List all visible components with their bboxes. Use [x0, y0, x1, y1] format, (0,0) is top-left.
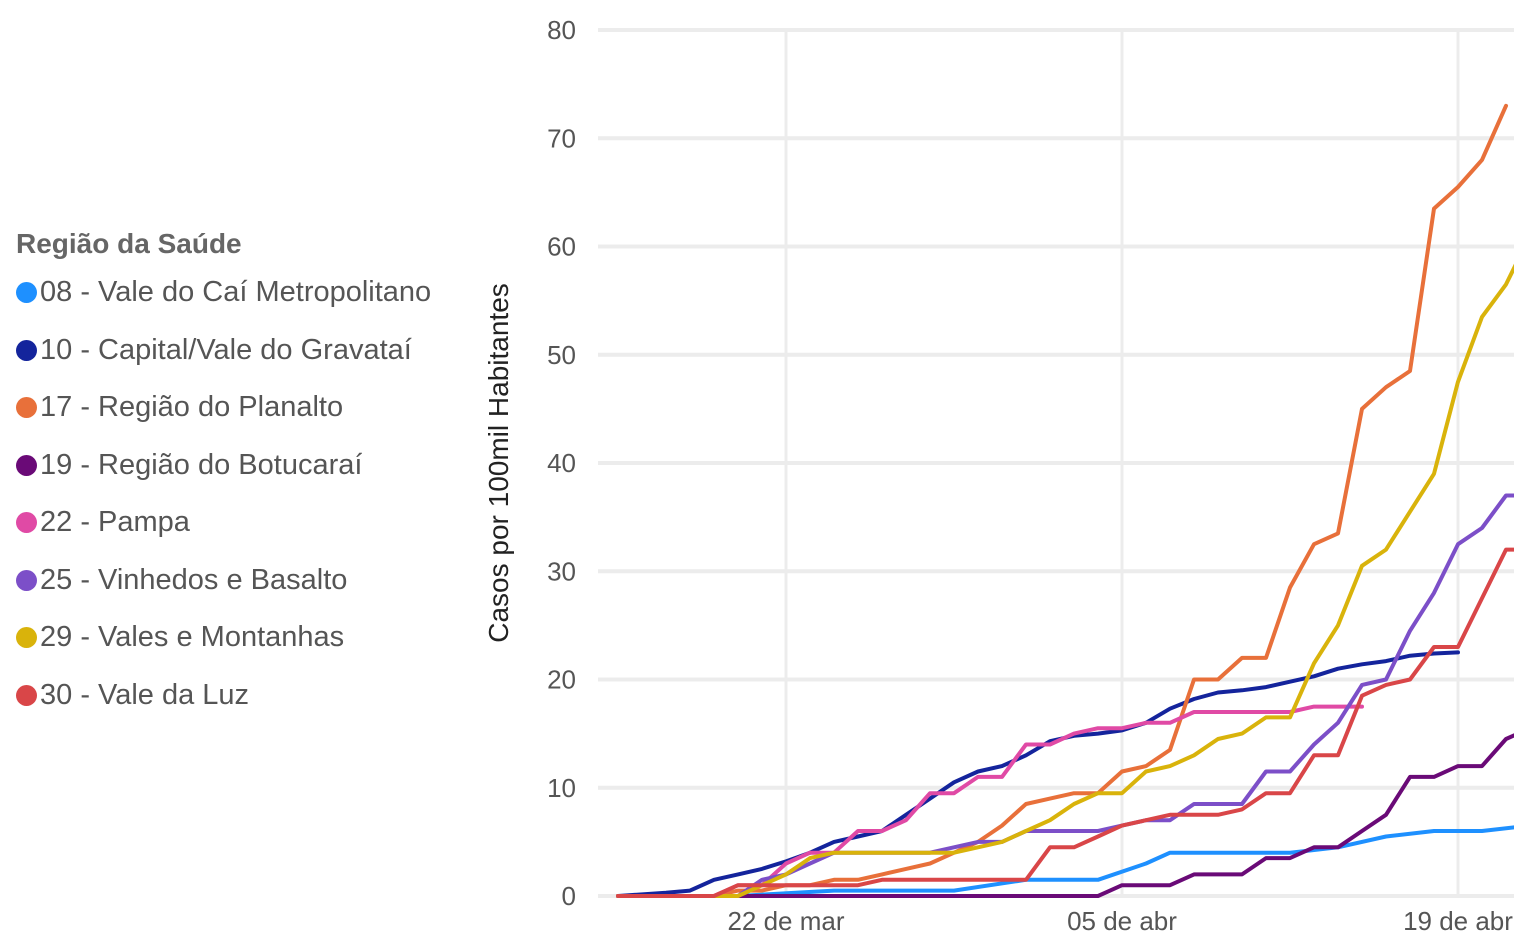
legend-marker [16, 339, 37, 361]
legend-item[interactable]: 17 - Região do Planalto [16, 379, 456, 437]
y-tick-label: 30 [547, 556, 576, 586]
series-line-5[interactable] [616, 704, 1364, 898]
legend-items: 08 - Vale do Caí Metropolitano 10 - Capit… [16, 264, 456, 724]
legend-marker [16, 512, 37, 534]
y-tick-label: 80 [547, 15, 576, 45]
y-tick-label: 70 [547, 123, 576, 153]
legend-marker [16, 454, 37, 476]
legend-item[interactable]: 30 - Vale da Luz [16, 667, 456, 725]
legend-item[interactable]: 10 - Capital/Vale do Gravataí [16, 322, 456, 380]
series-line-2[interactable] [616, 650, 1460, 898]
legend-title: Região da Saúde [16, 228, 242, 259]
series-line-1[interactable] [616, 782, 1514, 898]
y-tick-label: 20 [547, 665, 576, 695]
legend-item[interactable]: 29 - Vales e Montanhas [16, 609, 456, 667]
y-tick-label: 50 [547, 340, 576, 370]
legend-marker [16, 397, 37, 419]
legend-item[interactable]: 25 - Vinhedos e Basalto [16, 552, 456, 610]
x-tick-label: 19 de abr [1403, 906, 1513, 935]
y-tick-labels: 0 10 20 30 40 50 60 70 80 [547, 15, 576, 911]
y-tick-label: 60 [547, 232, 576, 262]
y-tick-label: 40 [547, 448, 576, 478]
legend-marker [16, 684, 37, 706]
x-tick-label: 22 de mar [727, 906, 844, 935]
y-axis-title: Casos por 100mil Habitantes [483, 283, 514, 643]
y-tick-label: 0 [562, 881, 576, 911]
legend-item[interactable]: 19 - Região do Botucaraí [16, 437, 456, 495]
legend-item[interactable]: 08 - Vale do Caí Metropolitano [16, 264, 456, 322]
x-tick-labels: 22 de mar 05 de abr 19 de abr [727, 906, 1513, 935]
series-line-3[interactable] [616, 103, 1508, 898]
legend-marker [16, 569, 37, 591]
grid [598, 28, 1514, 898]
legend-marker [16, 282, 37, 304]
legend: Região da Saúde 08 - Vale do Caí Metropo… [16, 228, 456, 724]
legend-marker [16, 627, 37, 649]
x-tick-label: 05 de abr [1067, 906, 1177, 935]
series-line-7[interactable] [616, 192, 1514, 898]
legend-item[interactable]: 22 - Pampa [16, 494, 456, 552]
series-line-4[interactable] [616, 728, 1514, 898]
series-lines [616, 103, 1514, 898]
series-line-8[interactable] [616, 547, 1514, 898]
y-tick-label: 10 [547, 773, 576, 803]
